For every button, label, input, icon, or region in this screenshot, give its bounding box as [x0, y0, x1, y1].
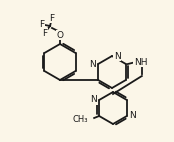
Text: NH: NH — [134, 58, 148, 66]
Text: F: F — [42, 29, 48, 37]
Text: CH₃: CH₃ — [73, 114, 88, 124]
Text: N: N — [90, 96, 97, 105]
Text: F: F — [39, 19, 45, 29]
Text: N: N — [89, 59, 96, 68]
Text: N: N — [129, 111, 136, 121]
Text: N: N — [114, 52, 121, 60]
Text: O: O — [57, 31, 64, 39]
Text: F: F — [49, 13, 55, 22]
